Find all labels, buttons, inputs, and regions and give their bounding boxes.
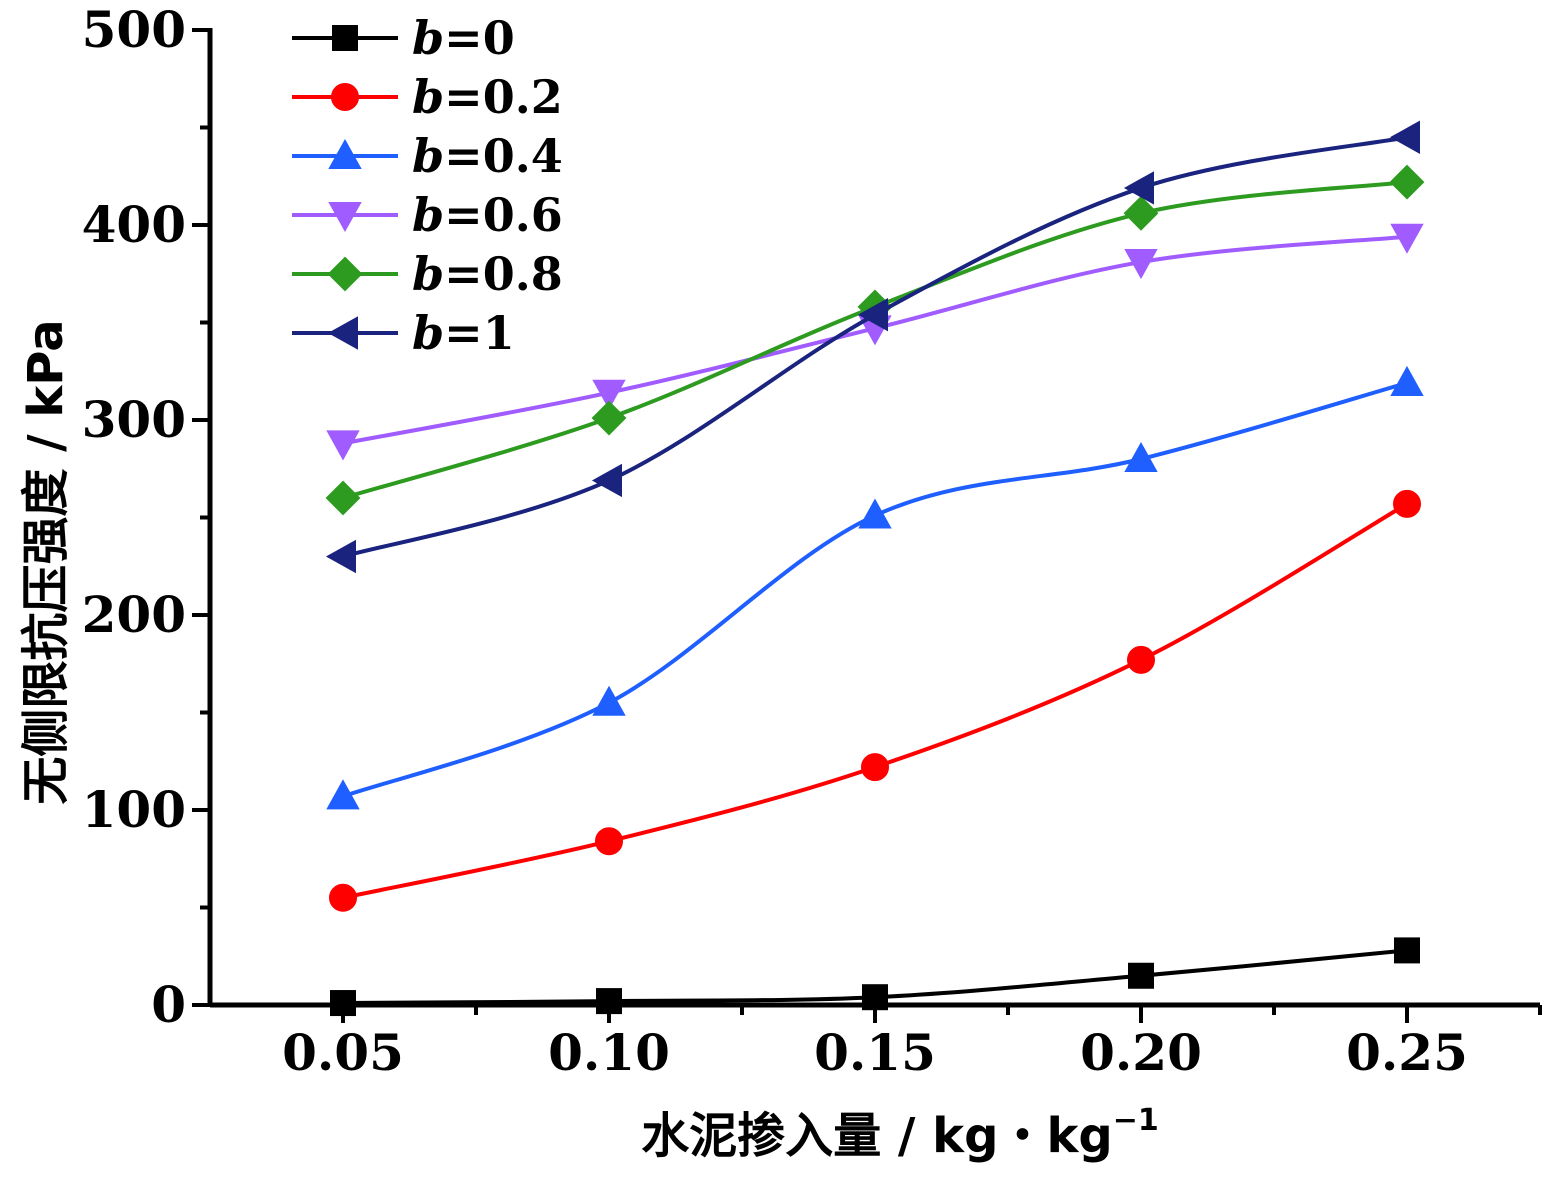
legend-marker: [327, 316, 358, 350]
legend-item: b=0.2: [292, 70, 563, 124]
data-point: [329, 883, 357, 912]
data-point: [1389, 164, 1425, 200]
x-axis-title: 水泥掺入量 / kg・kg−1: [641, 1103, 1159, 1164]
legend-item: b=0.6: [292, 188, 563, 242]
legend-label: b=0: [412, 11, 515, 65]
legend-variable: b: [412, 70, 444, 124]
legend-label: b=0.4: [412, 129, 563, 183]
legend-label: b=0.8: [412, 247, 563, 301]
legend-label: b=0.6: [412, 188, 563, 242]
data-point: [591, 400, 627, 436]
series-0: [330, 937, 1420, 1017]
legend-item: b=0.4: [292, 129, 563, 183]
x-tick-label: 0.05: [282, 1023, 404, 1082]
y-tick-label: 0: [151, 975, 186, 1034]
legend-value: =0.6: [444, 188, 563, 242]
data-point: [857, 298, 888, 332]
legend-variable: b: [412, 11, 444, 65]
legend-marker: [328, 202, 362, 233]
data-point: [592, 685, 626, 716]
legend-value: =0.8: [444, 247, 563, 301]
legend-marker: [328, 138, 362, 169]
data-point: [1124, 249, 1158, 280]
legend-value: =0: [444, 11, 515, 65]
series-5: [325, 120, 1420, 574]
legend-variable: b: [412, 306, 444, 360]
x-tick-label: 0.10: [548, 1023, 670, 1082]
legend-item: b=0: [292, 11, 515, 65]
x-tick-label: 0.15: [814, 1023, 936, 1082]
data-point: [1389, 120, 1420, 154]
legend-variable: b: [412, 129, 444, 183]
legend-variable: b: [412, 188, 444, 242]
data-point: [1390, 223, 1424, 254]
data-point: [1394, 937, 1420, 964]
series-1: [329, 489, 1421, 912]
x-axis-title-exponent: −1: [1113, 1103, 1159, 1138]
y-tick-label: 300: [82, 390, 186, 449]
data-point: [1390, 365, 1424, 396]
legend-marker: [331, 83, 359, 111]
x-tick-label: 0.25: [1346, 1023, 1468, 1082]
legend-value: =0.2: [444, 70, 563, 124]
data-point: [1127, 645, 1155, 674]
data-point: [591, 463, 622, 498]
y-tick-label: 200: [82, 585, 186, 644]
data-point: [1128, 962, 1154, 989]
data-point: [1123, 195, 1159, 231]
legend-marker: [327, 256, 363, 292]
data-point: [596, 988, 622, 1015]
series-2: [326, 365, 1424, 810]
legend-value: =1: [444, 306, 515, 360]
data-point: [861, 753, 889, 782]
data-point: [326, 779, 360, 810]
series-line: [342, 381, 1408, 799]
legend-marker: [332, 25, 358, 51]
legend-variable: b: [412, 247, 444, 301]
legend-item: b=1: [292, 306, 515, 360]
y-axis-title: 无侧限抗压强度 / kPa: [18, 319, 74, 804]
data-point: [325, 480, 361, 516]
data-point: [592, 379, 626, 410]
y-tick-label: 400: [82, 195, 186, 254]
data-point: [1124, 441, 1158, 472]
data-point: [862, 984, 888, 1011]
series-layer: [325, 120, 1425, 1017]
data-point: [1393, 489, 1421, 518]
x-tick-label: 0.20: [1080, 1023, 1202, 1082]
legend-value: =0.4: [444, 129, 563, 183]
legend: b=0b=0.2b=0.4b=0.6b=0.8b=1: [292, 11, 563, 360]
data-point: [326, 430, 360, 461]
data-point: [330, 990, 356, 1017]
series-3: [326, 223, 1424, 461]
data-point: [325, 539, 356, 574]
legend-label: b=1: [412, 306, 515, 360]
data-point: [595, 827, 623, 856]
legend-label: b=0.2: [412, 70, 563, 124]
x-axis-title-text: 水泥掺入量 / kg・kg: [641, 1108, 1113, 1164]
axes: 0 100 200 300 400 500 0.05 0.10 0.15 0.20 0.25: [82, 0, 1542, 1082]
data-point: [1123, 171, 1154, 205]
series-line: [342, 502, 1409, 900]
y-tick-label: 500: [82, 0, 186, 59]
y-tick-label: 100: [82, 780, 186, 839]
legend-item: b=0.8: [292, 247, 563, 301]
data-point: [858, 498, 892, 529]
